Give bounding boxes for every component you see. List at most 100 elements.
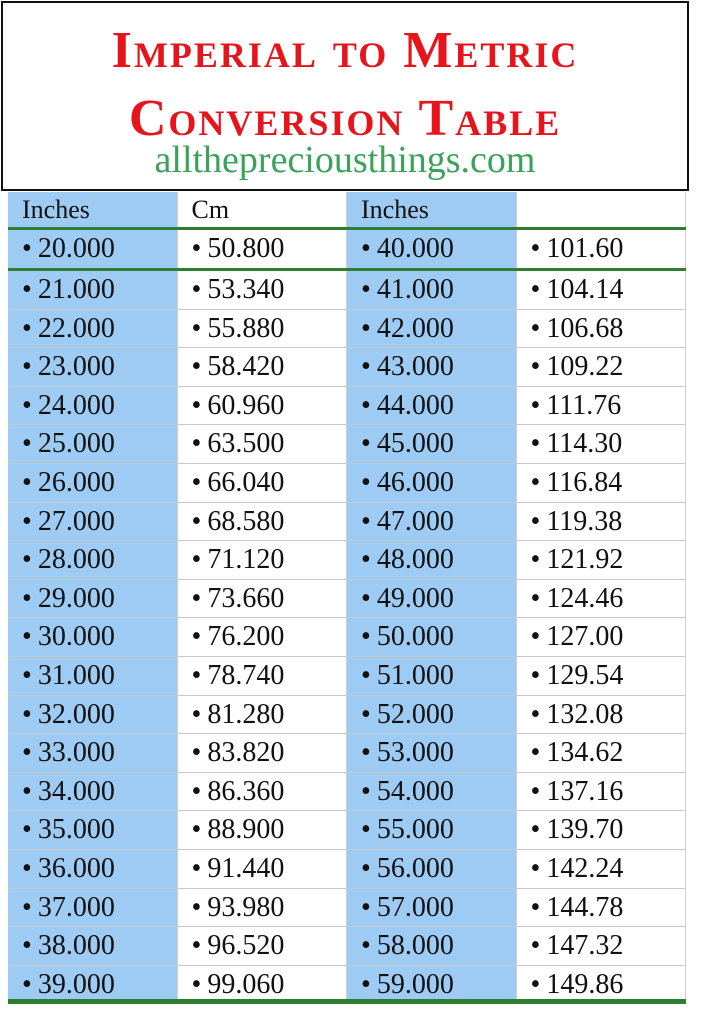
cell-value: 134.62 <box>546 737 624 769</box>
table-row: • 39.000 • 99.060 • 59.000 • 149.86 <box>8 965 686 1005</box>
bullet-icon: • <box>530 698 541 730</box>
cell-value: 59.000 <box>376 968 454 1000</box>
bullet-icon: • <box>530 659 541 691</box>
inches-cell: • 26.000 <box>8 463 178 502</box>
table-row: • 32.000 • 81.280 • 52.000 • 132.08 <box>8 695 686 735</box>
bullet-icon: • <box>361 274 371 305</box>
bullet-icon: • <box>530 312 541 344</box>
cm-cell: • 104.14 <box>517 271 686 309</box>
bullet-icon: • <box>361 466 371 498</box>
cell-value: 54.000 <box>376 775 454 807</box>
cm-cell: • 111.76 <box>517 386 686 425</box>
bullet-icon: • <box>191 582 202 614</box>
cell-value: 46.000 <box>376 466 454 498</box>
bullet-icon: • <box>191 814 202 846</box>
cm-cell: • 91.440 <box>178 849 347 888</box>
table-row: • 30.000 • 76.200 • 50.000 • 127.00 <box>8 618 686 657</box>
bullet-icon: • <box>22 737 32 769</box>
table-row: • 36.000 • 91.440 • 56.000 • 142.24 <box>8 849 686 889</box>
table-row: • 35.000 • 88.900 • 55.000 • 139.70 <box>8 811 686 850</box>
cell-value: 78.740 <box>207 659 285 691</box>
cell-value: 106.68 <box>546 312 624 344</box>
bullet-icon: • <box>530 351 541 383</box>
cell-value: 127.00 <box>546 621 624 653</box>
bullet-icon: • <box>191 737 202 769</box>
bullet-icon: • <box>191 312 202 344</box>
inches-cell: • 46.000 <box>347 463 517 502</box>
inches-cell: • 25.000 <box>8 425 178 463</box>
inches-cell: • 51.000 <box>347 656 517 695</box>
cm-cell: • 149.86 <box>517 965 686 1000</box>
cell-value: 124.46 <box>546 582 624 614</box>
cell-value: 35.000 <box>37 814 115 846</box>
bullet-icon: • <box>191 852 202 884</box>
bullet-icon: • <box>191 505 202 537</box>
cell-value: 73.660 <box>207 582 285 614</box>
inches-cell: • 49.000 <box>347 579 517 618</box>
inches-cell: • 45.000 <box>347 425 517 463</box>
website-label: allthepreciousthings.com <box>154 139 536 181</box>
bullet-icon: • <box>191 775 202 807</box>
bullet-icon: • <box>530 775 541 807</box>
bullet-icon: • <box>361 582 371 614</box>
cell-value: 55.880 <box>207 312 285 344</box>
bullet-icon: • <box>22 852 32 884</box>
cell-value: 63.500 <box>207 428 285 460</box>
bullet-icon: • <box>22 428 32 460</box>
cm-cell: • 147.32 <box>517 927 686 965</box>
bullet-icon: • <box>22 659 32 691</box>
cell-value: 53.000 <box>376 737 454 769</box>
inches-cell: • 43.000 <box>347 348 517 386</box>
cm-cell: • 134.62 <box>517 734 686 772</box>
cell-value: 76.200 <box>207 621 285 653</box>
cell-value: 109.22 <box>546 351 624 383</box>
cell-value: 42.000 <box>376 312 454 344</box>
cell-value: 86.360 <box>207 775 285 807</box>
bullet-icon: • <box>22 312 32 344</box>
inches-cell: • 29.000 <box>8 579 178 618</box>
bullet-icon: • <box>530 582 541 614</box>
bullet-icon: • <box>191 698 202 730</box>
cell-value: 47.000 <box>376 505 454 537</box>
cell-value: 53.340 <box>207 274 285 305</box>
inches-cell: • 27.000 <box>8 502 178 541</box>
inches-cell: • 41.000 <box>347 271 517 309</box>
bullet-icon: • <box>191 428 202 460</box>
cm-cell: • 66.040 <box>178 463 347 502</box>
bullet-icon: • <box>361 505 371 537</box>
cm-cell: • 132.08 <box>517 695 686 734</box>
inches-cell: • 24.000 <box>8 386 178 425</box>
bullet-icon: • <box>530 428 541 460</box>
bullet-icon: • <box>361 428 371 460</box>
cell-value: 28.000 <box>37 544 115 576</box>
cell-value: 41.000 <box>376 274 454 305</box>
cell-value: 32.000 <box>37 698 115 730</box>
cell-value: 21.000 <box>37 274 115 305</box>
cell-value: 119.38 <box>546 505 623 537</box>
cell-value: 24.000 <box>37 389 115 421</box>
inches-cell: • 54.000 <box>347 772 517 811</box>
table-row: • 23.000 • 58.420 • 43.000 • 109.22 <box>8 348 686 387</box>
bullet-icon: • <box>361 312 371 344</box>
cm-cell: • 144.78 <box>517 888 686 927</box>
cm-cell: • 71.120 <box>178 541 347 579</box>
cm-cell: • 119.38 <box>517 502 686 541</box>
cm-cell: • 101.60 <box>517 230 686 268</box>
cell-value: 71.120 <box>207 544 285 576</box>
inches-cell: • 35.000 <box>8 811 178 849</box>
bullet-icon: • <box>191 659 202 691</box>
bullet-icon: • <box>530 233 541 264</box>
cell-value: 96.520 <box>207 930 285 962</box>
table-row: • 22.000 • 55.880 • 42.000 • 106.68 <box>8 309 686 349</box>
title-line-2: Conversion Table <box>128 90 562 147</box>
cell-value: 51.000 <box>376 659 454 691</box>
cell-value: 43.000 <box>376 351 454 383</box>
bullet-icon: • <box>530 968 541 1000</box>
cell-value: 23.000 <box>37 351 115 383</box>
inches-cell: • 36.000 <box>8 849 178 888</box>
table-row: • 29.000 • 73.660 • 49.000 • 124.46 <box>8 579 686 619</box>
table-row: • 24.000 • 60.960 • 44.000 • 111.76 <box>8 386 686 426</box>
cell-value: 58.420 <box>207 351 285 383</box>
cell-value: 60.960 <box>207 389 285 421</box>
table-row: • 27.000 • 68.580 • 47.000 • 119.38 <box>8 502 686 542</box>
